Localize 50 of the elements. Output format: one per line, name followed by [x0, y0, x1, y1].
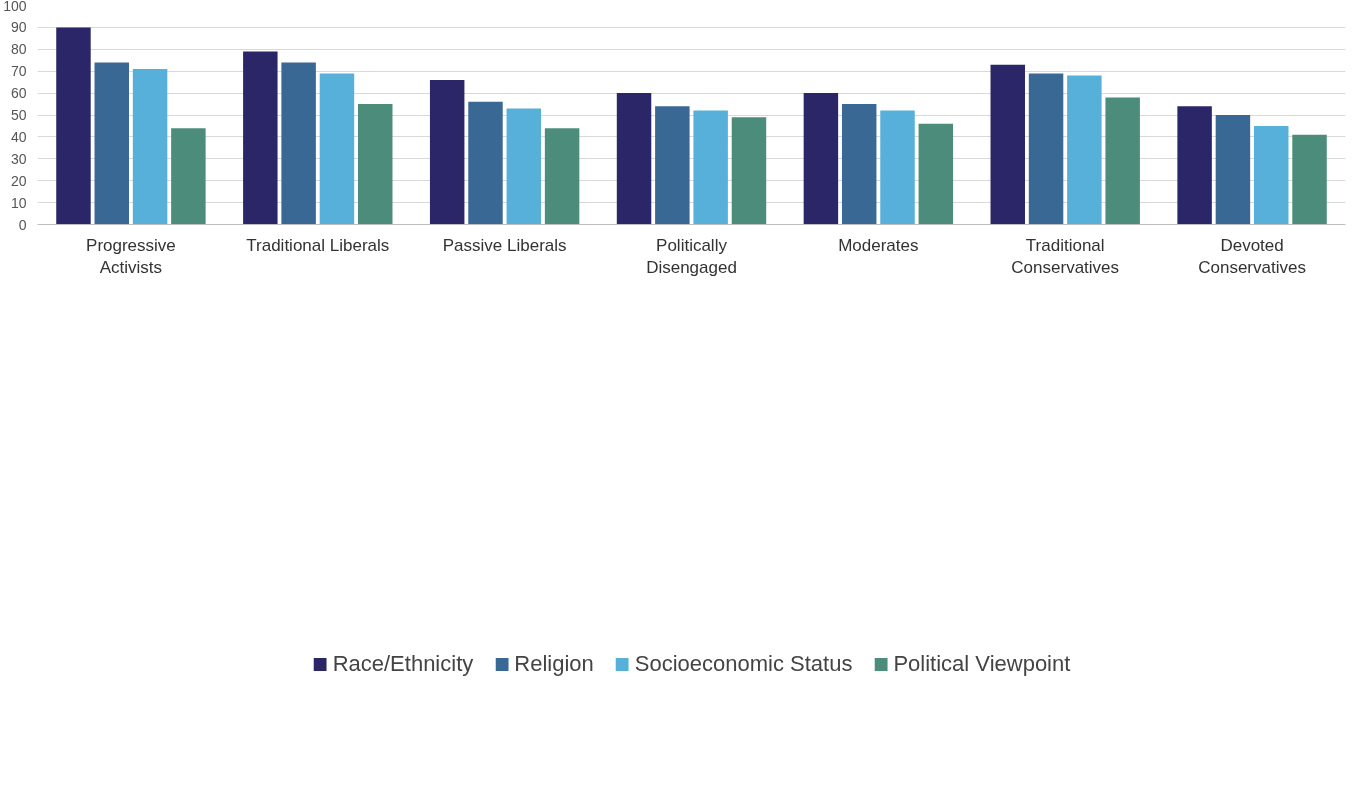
y-tick-label: 70 — [10, 63, 27, 80]
bar — [281, 62, 316, 225]
bar — [506, 108, 542, 225]
bar — [1253, 125, 1289, 225]
y-tick-label: 0 — [18, 216, 27, 233]
bar — [1177, 106, 1212, 225]
bar — [803, 93, 839, 225]
y-tick-label: 80 — [10, 41, 27, 58]
bar — [429, 79, 465, 225]
bar — [1292, 134, 1327, 225]
x-tick-label: Traditional Conservatives — [1011, 235, 1120, 278]
y-tick-label: 60 — [10, 85, 27, 102]
y-tick-label: 90 — [10, 19, 27, 36]
legend-label: Race/Ethnicity — [332, 650, 474, 677]
bar — [94, 62, 130, 225]
bar — [1215, 115, 1251, 225]
legend-label: Religion — [514, 650, 594, 677]
bar — [56, 27, 91, 225]
y-tick-label: 20 — [10, 172, 27, 189]
x-tick-label: Devoted Conservatives — [1198, 235, 1306, 278]
x-tick-label: Traditional Liberals — [246, 235, 390, 255]
x-tick-label: Progressive Activists — [86, 235, 176, 278]
bar — [841, 104, 877, 225]
y-tick-label: 50 — [10, 107, 27, 123]
bar — [1105, 97, 1140, 225]
x-tick-label: Passive Liberals — [442, 235, 567, 255]
bar — [544, 128, 580, 225]
bar — [616, 93, 652, 225]
y-tick-label: 40 — [10, 128, 27, 145]
x-tick-label: Moderates — [838, 235, 919, 255]
bar — [1067, 75, 1102, 225]
bar — [319, 73, 355, 225]
bar — [132, 69, 168, 225]
bar — [468, 101, 503, 225]
bar — [990, 64, 1025, 225]
y-tick-label: 10 — [10, 194, 27, 211]
legend-label: Socioeconomic Status — [634, 650, 853, 677]
bar — [243, 51, 278, 225]
x-tick-label: Politically Disengaged — [646, 235, 737, 278]
y-tick-label: 30 — [10, 150, 27, 167]
bar — [655, 106, 690, 225]
bar — [731, 117, 767, 225]
y-tick-label: 100 — [3, 0, 27, 14]
bar — [693, 110, 728, 225]
bar — [358, 104, 393, 225]
legend-label: Political Viewpoint — [893, 650, 1071, 677]
bar — [1028, 73, 1064, 225]
bar — [918, 123, 954, 225]
bar — [880, 110, 915, 225]
bar — [171, 128, 206, 225]
